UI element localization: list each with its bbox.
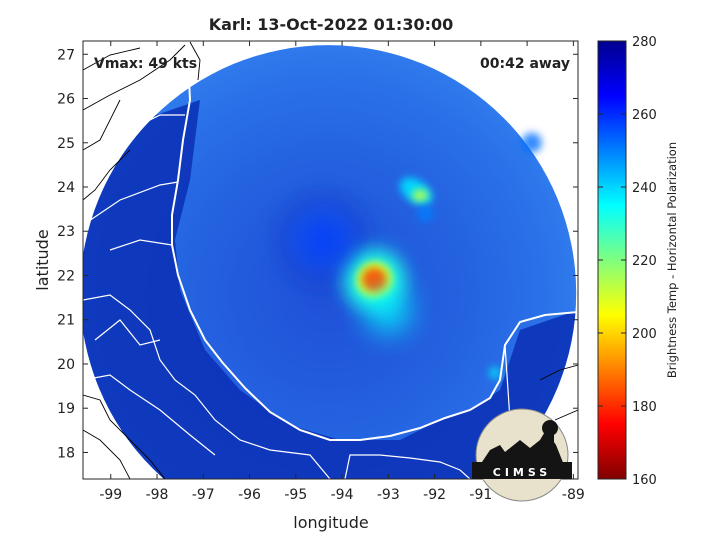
- x-tick-label: -89: [562, 487, 585, 503]
- feature-spot: [366, 288, 411, 333]
- x-tick-label: -97: [192, 487, 215, 503]
- y-tick-label: 21: [57, 313, 75, 329]
- eye-ring: [275, 193, 369, 287]
- colorbar-tick-label: 220: [632, 254, 657, 269]
- y-tick-label: 27: [57, 47, 75, 63]
- colorbar-tick-label: 280: [632, 35, 657, 50]
- x-tick-label: -92: [423, 487, 446, 503]
- x-tick-label: -98: [146, 487, 169, 503]
- x-tick-label: -93: [377, 487, 400, 503]
- x-tick-label: -95: [284, 487, 307, 503]
- land-shading: [83, 100, 577, 479]
- y-tick-label: 20: [57, 357, 75, 373]
- time-away-annotation: 00:42 away: [480, 56, 570, 72]
- y-tick-label: 22: [57, 268, 75, 284]
- y-tick-label: 18: [57, 445, 75, 461]
- y-tick-label: 23: [57, 224, 75, 240]
- colorbar-tick-label: 240: [632, 181, 657, 196]
- y-axis: 18 19 20 21 22 23 24 25 26 27: [57, 47, 578, 461]
- feature-spot: [295, 212, 352, 269]
- x-tick-label: -91: [469, 487, 492, 503]
- x-axis: -99-98-97-96-95-94-93-92-91-90-89: [99, 41, 585, 503]
- cimss-logo: CIMSS: [472, 408, 572, 502]
- feature-core: [412, 189, 429, 202]
- colorbar-tick-label: 160: [632, 473, 657, 488]
- colorbar-label: Brightness Temp - Horizontal Polarizatio…: [665, 142, 679, 378]
- features-layer: [295, 132, 542, 379]
- feature-core: [362, 268, 387, 292]
- feature-spot: [417, 205, 434, 222]
- chart-title: Karl: 13-Oct-2022 01:30:00: [209, 15, 454, 34]
- x-tick-label: -96: [238, 487, 261, 503]
- x-tick-label: -94: [331, 487, 354, 503]
- colorbar-tick-label: 260: [632, 108, 657, 123]
- cimss-logo-text: CIMSS: [493, 466, 551, 479]
- feature-spot: [521, 132, 542, 153]
- y-tick-label: 25: [57, 136, 75, 152]
- borders: [83, 59, 521, 479]
- y-axis-label: latitude: [33, 229, 52, 290]
- y-tick-label: 26: [57, 92, 75, 108]
- x-axis-label: longitude: [293, 513, 368, 532]
- colorbar-tick-label: 180: [632, 400, 657, 415]
- colorbar-tick-label: 200: [632, 327, 657, 342]
- y-tick-label: 24: [57, 180, 75, 196]
- feature-spot: [488, 366, 501, 379]
- x-tick-label: -99: [99, 487, 122, 503]
- axes-frame: [82, 40, 579, 480]
- coastline: [171, 41, 578, 441]
- colorbar-ticks: 160 180 200 220 240 260 280: [598, 35, 657, 488]
- outer-borders: [83, 41, 578, 479]
- plot-area: [83, 41, 578, 479]
- y-tick-label: 19: [57, 401, 75, 417]
- vmax-annotation: Vmax: 49 kts: [94, 56, 197, 72]
